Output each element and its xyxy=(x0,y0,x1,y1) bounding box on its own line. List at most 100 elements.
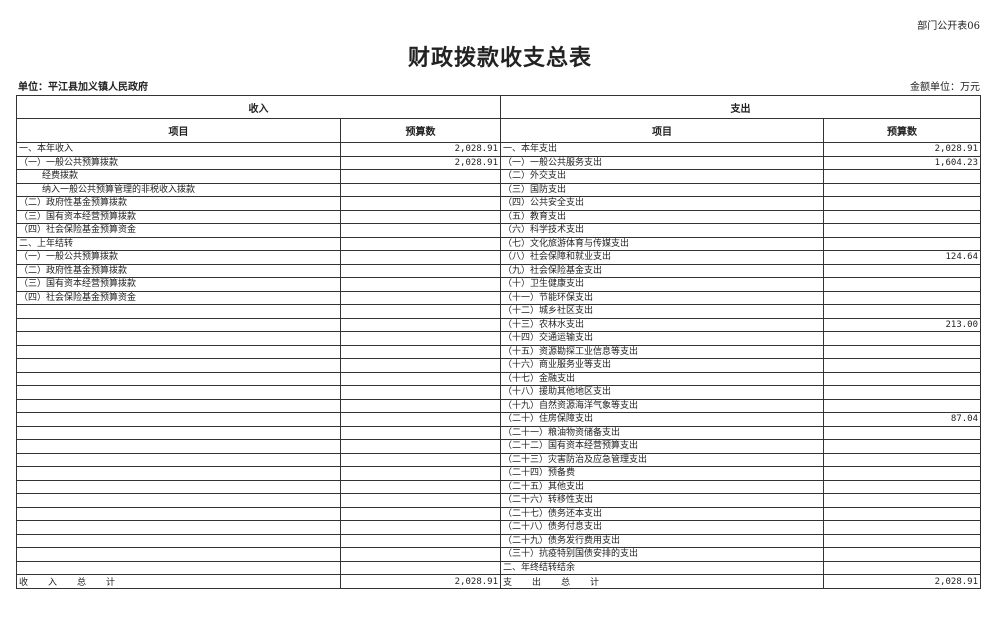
table-row: （二十）住房保障支出 87.04 xyxy=(16,412,981,427)
expense-value xyxy=(823,560,981,575)
expense-value xyxy=(823,344,981,359)
income-value xyxy=(340,452,501,467)
income-value xyxy=(340,371,501,386)
income-item xyxy=(16,371,341,386)
expense-value xyxy=(823,452,981,467)
expense-item: （十四）交通运输支出 xyxy=(500,331,824,346)
income-item xyxy=(16,398,341,413)
income-value xyxy=(340,331,501,346)
income-item-header: 项目 xyxy=(16,118,341,143)
income-item xyxy=(16,520,341,535)
expense-value: 213.00 xyxy=(823,317,981,332)
table-row: （二十五）其他支出 xyxy=(16,479,981,494)
income-value xyxy=(340,520,501,535)
expense-value xyxy=(823,425,981,440)
table-row: （二）政府性基金预算拨款 （四）公共安全支出 xyxy=(16,196,981,211)
table-row: （二十二）国有资本经营预算支出 xyxy=(16,439,981,454)
income-value xyxy=(340,196,501,211)
table-row: 一、本年收入 2,028.91 一、本年支出 2,028.91 xyxy=(16,142,981,157)
expense-item: （二十）住房保障支出 xyxy=(500,412,824,427)
expense-total-value: 2,028.91 xyxy=(823,574,981,589)
table-row: （二十四）预备费 xyxy=(16,466,981,481)
income-value xyxy=(340,169,501,184)
expense-value: 1,604.23 xyxy=(823,155,981,170)
expense-value: 87.04 xyxy=(823,412,981,427)
expense-item: （二十六）转移性支出 xyxy=(500,493,824,508)
expense-item: （三十）抗疫特别国债安排的支出 xyxy=(500,547,824,562)
budget-table: 收入 支出 项目 预算数 项目 预算数 一、本年收入 2,028.91 一、本年支出… xyxy=(16,95,981,589)
income-item xyxy=(16,358,341,373)
expense-item: （二十二）国有资本经营预算支出 xyxy=(500,439,824,454)
income-value xyxy=(340,547,501,562)
table-row: （十二）城乡社区支出 xyxy=(16,304,981,319)
income-item: （一）一般公共预算拨款 xyxy=(16,155,341,170)
table-row: （二十八）债务付息支出 xyxy=(16,520,981,535)
income-value xyxy=(340,425,501,440)
expense-item: （十）卫生健康支出 xyxy=(500,277,824,292)
form-code: 部门公开表06 xyxy=(917,21,980,32)
income-total-value: 2,028.91 xyxy=(340,574,501,589)
expense-value: 2,028.91 xyxy=(823,142,981,157)
table-row: （二十一）粮油物资储备支出 xyxy=(16,425,981,440)
table-row: （十七）金融支出 xyxy=(16,371,981,386)
income-value xyxy=(340,290,501,305)
table-row: （二十七）债务还本支出 xyxy=(16,506,981,521)
table-row: （二十三）灾害防治及应急管理支出 xyxy=(16,452,981,467)
expense-value xyxy=(823,209,981,224)
expense-value xyxy=(823,533,981,548)
table-row: （一）一般公共预算拨款 2,028.91 （一）一般公共服务支出 1,604.23 xyxy=(16,155,981,170)
table-row: （十八）援助其他地区支出 xyxy=(16,385,981,400)
income-item: 纳入一般公共预算管理的非税收入拨款 xyxy=(16,182,341,197)
expense-item: （九）社会保险基金支出 xyxy=(500,263,824,278)
table-row: （十九）自然资源海洋气象等支出 xyxy=(16,398,981,413)
income-item xyxy=(16,425,341,440)
expense-value xyxy=(823,182,981,197)
expense-item: （十五）资源勘探工业信息等支出 xyxy=(500,344,824,359)
expense-item: （二十七）债务还本支出 xyxy=(500,506,824,521)
table-row: （四）社会保险基金预算资金 （十一）节能环保支出 xyxy=(16,290,981,305)
expense-value xyxy=(823,547,981,562)
expense-value xyxy=(823,331,981,346)
table-row: 二、上年结转 （七）文化旅游体育与传媒支出 xyxy=(16,236,981,251)
expense-item: （二十四）预备费 xyxy=(500,466,824,481)
expense-value xyxy=(823,506,981,521)
table-row: （二）政府性基金预算拨款 （九）社会保险基金支出 xyxy=(16,263,981,278)
expense-item: （一）一般公共服务支出 xyxy=(500,155,824,170)
table-row: （二十九）债务发行费用支出 xyxy=(16,533,981,548)
income-total-label: 收入总计 xyxy=(16,574,341,589)
expense-value xyxy=(823,263,981,278)
income-value xyxy=(340,533,501,548)
expense-item: （十六）商业服务业等支出 xyxy=(500,358,824,373)
income-value xyxy=(340,493,501,508)
income-item: 一、本年收入 xyxy=(16,142,341,157)
expense-value xyxy=(823,304,981,319)
expense-item: （十一）节能环保支出 xyxy=(500,290,824,305)
expense-item: （二十九）债务发行费用支出 xyxy=(500,533,824,548)
expense-item: 一、本年支出 xyxy=(500,142,824,157)
expense-value: 124.64 xyxy=(823,250,981,265)
income-header: 收入 xyxy=(16,95,501,119)
income-item xyxy=(16,412,341,427)
expense-value xyxy=(823,398,981,413)
table-row: 经费拨款 （二）外交支出 xyxy=(16,169,981,184)
income-item: （二）政府性基金预算拨款 xyxy=(16,263,341,278)
table-body: 一、本年收入 2,028.91 一、本年支出 2,028.91 （一）一般公共预算拨款 2… xyxy=(16,142,981,575)
expense-item: （五）教育支出 xyxy=(500,209,824,224)
table-row: （二十六）转移性支出 xyxy=(16,493,981,508)
expense-value xyxy=(823,223,981,238)
income-item: （二）政府性基金预算拨款 xyxy=(16,196,341,211)
expense-item: （十三）农林水支出 xyxy=(500,317,824,332)
income-value xyxy=(340,182,501,197)
income-value xyxy=(340,223,501,238)
income-value xyxy=(340,250,501,265)
income-value xyxy=(340,506,501,521)
expense-value xyxy=(823,479,981,494)
income-item xyxy=(16,560,341,575)
income-item xyxy=(16,452,341,467)
income-item: 二、上年结转 xyxy=(16,236,341,251)
income-item xyxy=(16,533,341,548)
table-row: （三）国有资本经营预算拨款 （五）教育支出 xyxy=(16,209,981,224)
expense-item: 二、年终结转结余 xyxy=(500,560,824,575)
table-row: （四）社会保险基金预算资金 （六）科学技术支出 xyxy=(16,223,981,238)
expense-item: （二十三）灾害防治及应急管理支出 xyxy=(500,452,824,467)
